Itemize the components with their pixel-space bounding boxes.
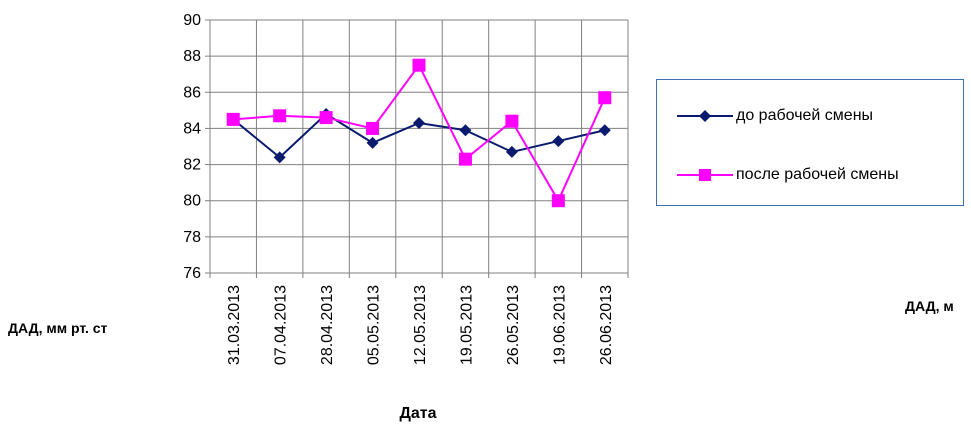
- legend-label-before-shift: до рабочей смены: [736, 107, 874, 124]
- legend-label-after-shift: после рабочей смены: [736, 166, 899, 183]
- y-tick-label: 86: [183, 84, 201, 101]
- x-tick-label: 05.05.2013: [366, 285, 383, 365]
- series-2: [226, 58, 612, 208]
- series-line: [233, 64, 606, 202]
- data-point: [551, 194, 565, 208]
- data-point: [226, 112, 240, 126]
- y-tick-label: 88: [183, 48, 201, 65]
- y-tick-label: 82: [183, 157, 201, 174]
- data-point: [505, 114, 519, 128]
- x-tick-label: 12.05.2013: [412, 285, 429, 365]
- data-point: [319, 111, 333, 125]
- y-tick-label: 80: [183, 193, 201, 210]
- data-point: [412, 58, 426, 72]
- gridlines: [209, 19, 629, 274]
- data-point: [459, 124, 472, 137]
- y-tick-label: 76: [183, 265, 201, 282]
- y-tick-label: 90: [183, 12, 201, 29]
- x-axis-label: Дата: [399, 405, 436, 422]
- series-1: [227, 107, 611, 164]
- x-tick-label: 07.04.2013: [273, 285, 290, 365]
- x-tick-label: 26.05.2013: [505, 285, 522, 365]
- data-point: [552, 135, 565, 148]
- data-point: [273, 151, 286, 164]
- data-point: [598, 91, 612, 105]
- legend-marker-diamond: [677, 110, 733, 122]
- data-point: [366, 136, 379, 149]
- y-tick-label: 84: [183, 120, 201, 137]
- legend-marker-square: [677, 169, 733, 181]
- data-point: [598, 124, 611, 137]
- axes: [205, 19, 629, 278]
- data-point: [366, 121, 380, 135]
- y-axis-label-right: ДАД, м: [905, 298, 954, 314]
- data-point: [273, 109, 287, 123]
- data-point: [505, 145, 518, 158]
- data-point: [413, 117, 425, 130]
- x-tick-label: 31.03.2013: [226, 285, 243, 365]
- x-tick-labels: 31.03.2013 07.04.2013 28.04.2013 05.05.2013…: [226, 285, 615, 365]
- x-tick-label: 19.06.2013: [551, 285, 568, 365]
- x-tick-label: 28.04.2013: [319, 285, 336, 365]
- y-tick-labels: 76 78 80 82 84 86 88 90: [183, 12, 201, 282]
- data-point: [458, 152, 472, 166]
- legend: до рабочей смены после рабочей смены: [656, 79, 964, 206]
- series-layer: [226, 58, 612, 208]
- y-tick-label: 78: [183, 229, 201, 246]
- x-tick-label: 19.05.2013: [458, 285, 475, 365]
- y-axis-label-left: ДАД, мм рт. ст: [8, 320, 108, 336]
- x-tick-label: 26.06.2013: [598, 285, 615, 365]
